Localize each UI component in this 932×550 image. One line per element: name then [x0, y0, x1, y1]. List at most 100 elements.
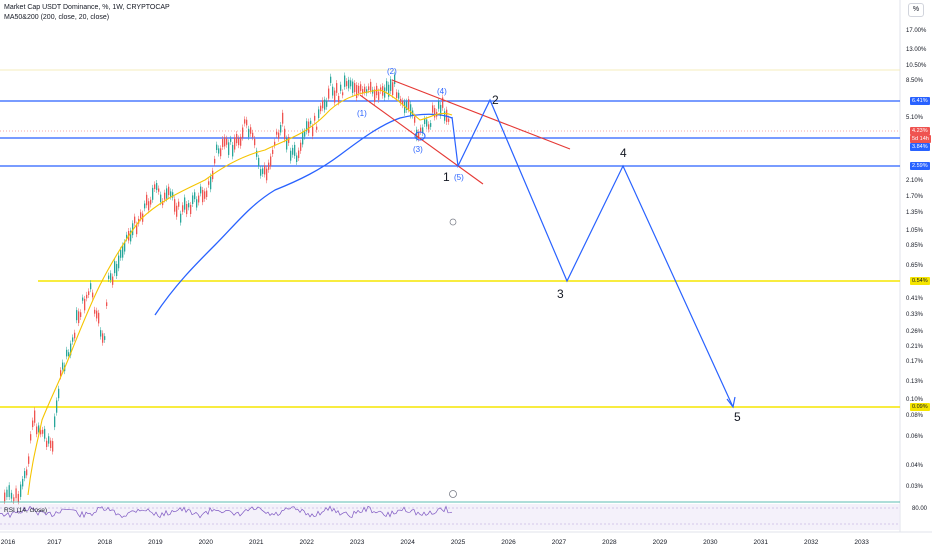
candle: [254, 138, 256, 146]
candle: [54, 416, 56, 428]
candle: [13, 497, 15, 502]
candle: [274, 141, 276, 146]
candle: [200, 186, 202, 194]
candle: [120, 249, 122, 258]
candle: [428, 124, 430, 130]
candle: [358, 85, 360, 94]
candle: [330, 76, 332, 83]
candle: [50, 440, 52, 449]
candle: [394, 74, 396, 85]
candle: [340, 84, 342, 91]
time-tick: 2025: [450, 539, 466, 546]
candle: [80, 312, 82, 317]
candle: [62, 362, 64, 370]
event-marker-icon[interactable]: [449, 490, 457, 498]
price-tick: 0.08%: [906, 413, 924, 420]
candle: [220, 148, 222, 157]
candle: [70, 343, 72, 356]
indicator-label[interactable]: MA50&200 (200, close, 20, close): [4, 14, 110, 21]
candle: [400, 98, 402, 103]
candle: [388, 84, 390, 97]
candle: [320, 105, 322, 112]
candle: [234, 137, 236, 150]
price-tick: 13.00%: [906, 47, 927, 54]
candle: [192, 195, 194, 204]
candle: [82, 297, 84, 301]
candle: [308, 121, 310, 134]
candle: [116, 263, 118, 277]
wave-label-minor-2: (2): [387, 67, 397, 76]
candle: [232, 144, 234, 157]
candle: [398, 92, 400, 99]
candle: [22, 478, 24, 487]
candle: [154, 184, 156, 190]
time-axis[interactable]: 2016 2017 2018 2019 2020 2021 2022 2023 2024 2025…: [0, 536, 900, 550]
candle: [430, 123, 432, 127]
candle: [324, 99, 326, 110]
time-tick: 2017: [47, 539, 62, 546]
candle: [252, 132, 254, 138]
candle: [406, 101, 408, 111]
price-tick: 0.04%: [906, 463, 924, 470]
price-tick: 0.03%: [906, 484, 924, 490]
candle: [280, 124, 282, 133]
candle: [44, 428, 46, 439]
elliott-wave-projection[interactable]: [451, 98, 734, 408]
price-axis[interactable]: 17.00% 13.00% 10.50% 8.50% 5.10% 2.10% 1.70% 1.…: [900, 0, 932, 532]
time-tick: 2019: [148, 539, 163, 546]
candle: [144, 203, 146, 209]
candle: [440, 104, 442, 116]
ma-50-line[interactable]: [27, 89, 453, 496]
percent-scale-button[interactable]: %: [908, 3, 924, 17]
wave-label-major-5: 5: [734, 410, 741, 424]
candle: [8, 485, 10, 497]
candle: [314, 115, 316, 121]
time-tick: 2018: [97, 539, 113, 546]
candle: [68, 352, 70, 357]
time-tick: 2028: [602, 539, 617, 546]
price-candles: [4, 71, 450, 505]
bar-countdown-tag: 5d 14h: [910, 135, 931, 143]
candle: [404, 101, 406, 113]
candle: [178, 201, 180, 207]
candle: [386, 81, 388, 91]
price-tick: 17.00%: [906, 28, 927, 34]
channel-upper-line[interactable]: [391, 79, 571, 150]
price-tick: 1.70%: [906, 193, 924, 200]
event-flag-icon[interactable]: [449, 218, 457, 226]
candle: [104, 336, 106, 340]
candle: [20, 484, 22, 497]
time-tick: 2024: [400, 539, 415, 546]
wave-label-minor-3: (3): [413, 145, 423, 154]
candle: [416, 129, 418, 139]
rsi-line[interactable]: [0, 505, 453, 519]
candle: [300, 142, 302, 151]
symbol-title[interactable]: Market Cap USDT Dominance, %, 1W, CRYPTO…: [4, 4, 170, 11]
ma-200-line[interactable]: [154, 113, 453, 316]
candle: [172, 192, 174, 198]
yellow-tag-top: 0.54%: [910, 277, 930, 285]
candle: [424, 118, 426, 125]
time-tick: 2020: [198, 539, 214, 546]
candle: [182, 205, 184, 212]
candle: [124, 242, 126, 252]
candle: [316, 126, 318, 130]
candle: [356, 85, 358, 98]
candle: [4, 492, 6, 502]
current-price-tag: 4.23%: [910, 127, 930, 135]
candle: [130, 230, 132, 242]
candle: [312, 126, 314, 137]
rsi-label[interactable]: RSI (14, close): [4, 507, 47, 514]
candle: [378, 91, 380, 100]
candle: [118, 255, 120, 269]
candle: [244, 119, 246, 124]
candle: [266, 168, 268, 181]
candle: [306, 121, 308, 132]
candle: [170, 191, 172, 197]
price-tick: 5.10%: [906, 114, 924, 121]
wave-label-major-1: 1: [443, 170, 450, 184]
candle: [268, 162, 270, 170]
candle: [288, 136, 290, 143]
candle: [174, 199, 176, 212]
